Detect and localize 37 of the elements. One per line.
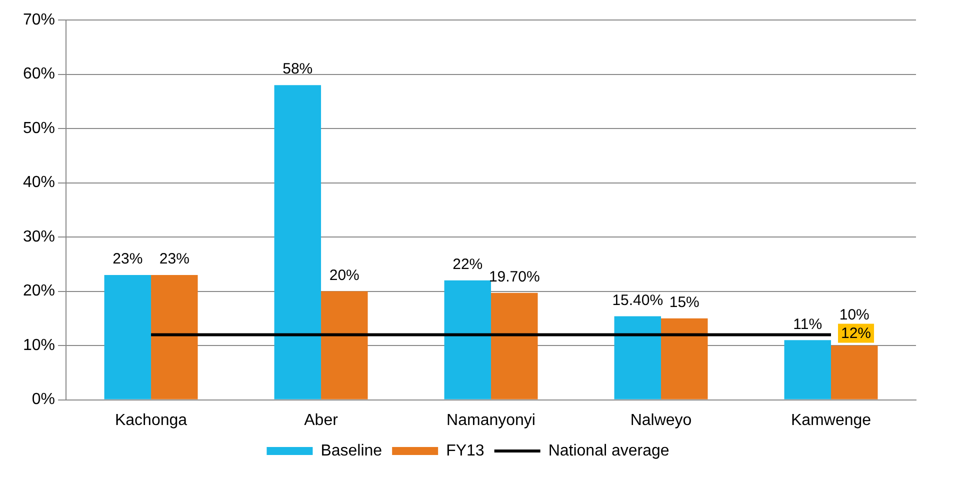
y-tick-label: 30% (22, 228, 56, 246)
data-label: 19.70% (488, 268, 540, 286)
bar (661, 318, 708, 400)
data-label: 10% (839, 306, 870, 324)
data-label: 23% (159, 250, 190, 268)
y-tick-label: 70% (22, 11, 56, 28)
y-tick-label: 10% (22, 336, 56, 354)
data-label: 11% (793, 316, 822, 333)
legend-label: National average (548, 442, 670, 460)
x-tick-label: Kachonga (114, 412, 188, 429)
legend-label: Baseline (320, 442, 382, 460)
data-label: 23% (112, 250, 143, 268)
bar (321, 291, 368, 400)
data-label: 20% (329, 266, 360, 284)
y-tick-label: 20% (22, 282, 56, 300)
data-label: 12% (841, 324, 872, 342)
bar (831, 346, 878, 400)
data-label: 15% (669, 294, 700, 312)
bar (104, 275, 152, 400)
data-label: 58% (282, 60, 313, 78)
y-tick-label: 40% (22, 174, 56, 192)
bar (491, 292, 538, 400)
x-tick-label: Nalweyo (630, 412, 692, 429)
x-tick-label: Namanyonyi (446, 412, 536, 429)
legend-label: FY13 (446, 442, 484, 460)
data-label: 22% (452, 256, 483, 274)
bar (614, 316, 662, 400)
y-tick-label: 0% (32, 391, 56, 408)
data-label: 15.40% (612, 292, 664, 309)
x-tick-label: Aber (304, 412, 339, 429)
bar (274, 85, 322, 400)
y-tick-label: 60% (22, 66, 56, 83)
x-tick-label: Kamwenge (790, 412, 872, 429)
bar (784, 340, 832, 400)
bar (151, 275, 198, 400)
y-tick-label: 50% (22, 120, 56, 137)
bar (444, 280, 492, 400)
